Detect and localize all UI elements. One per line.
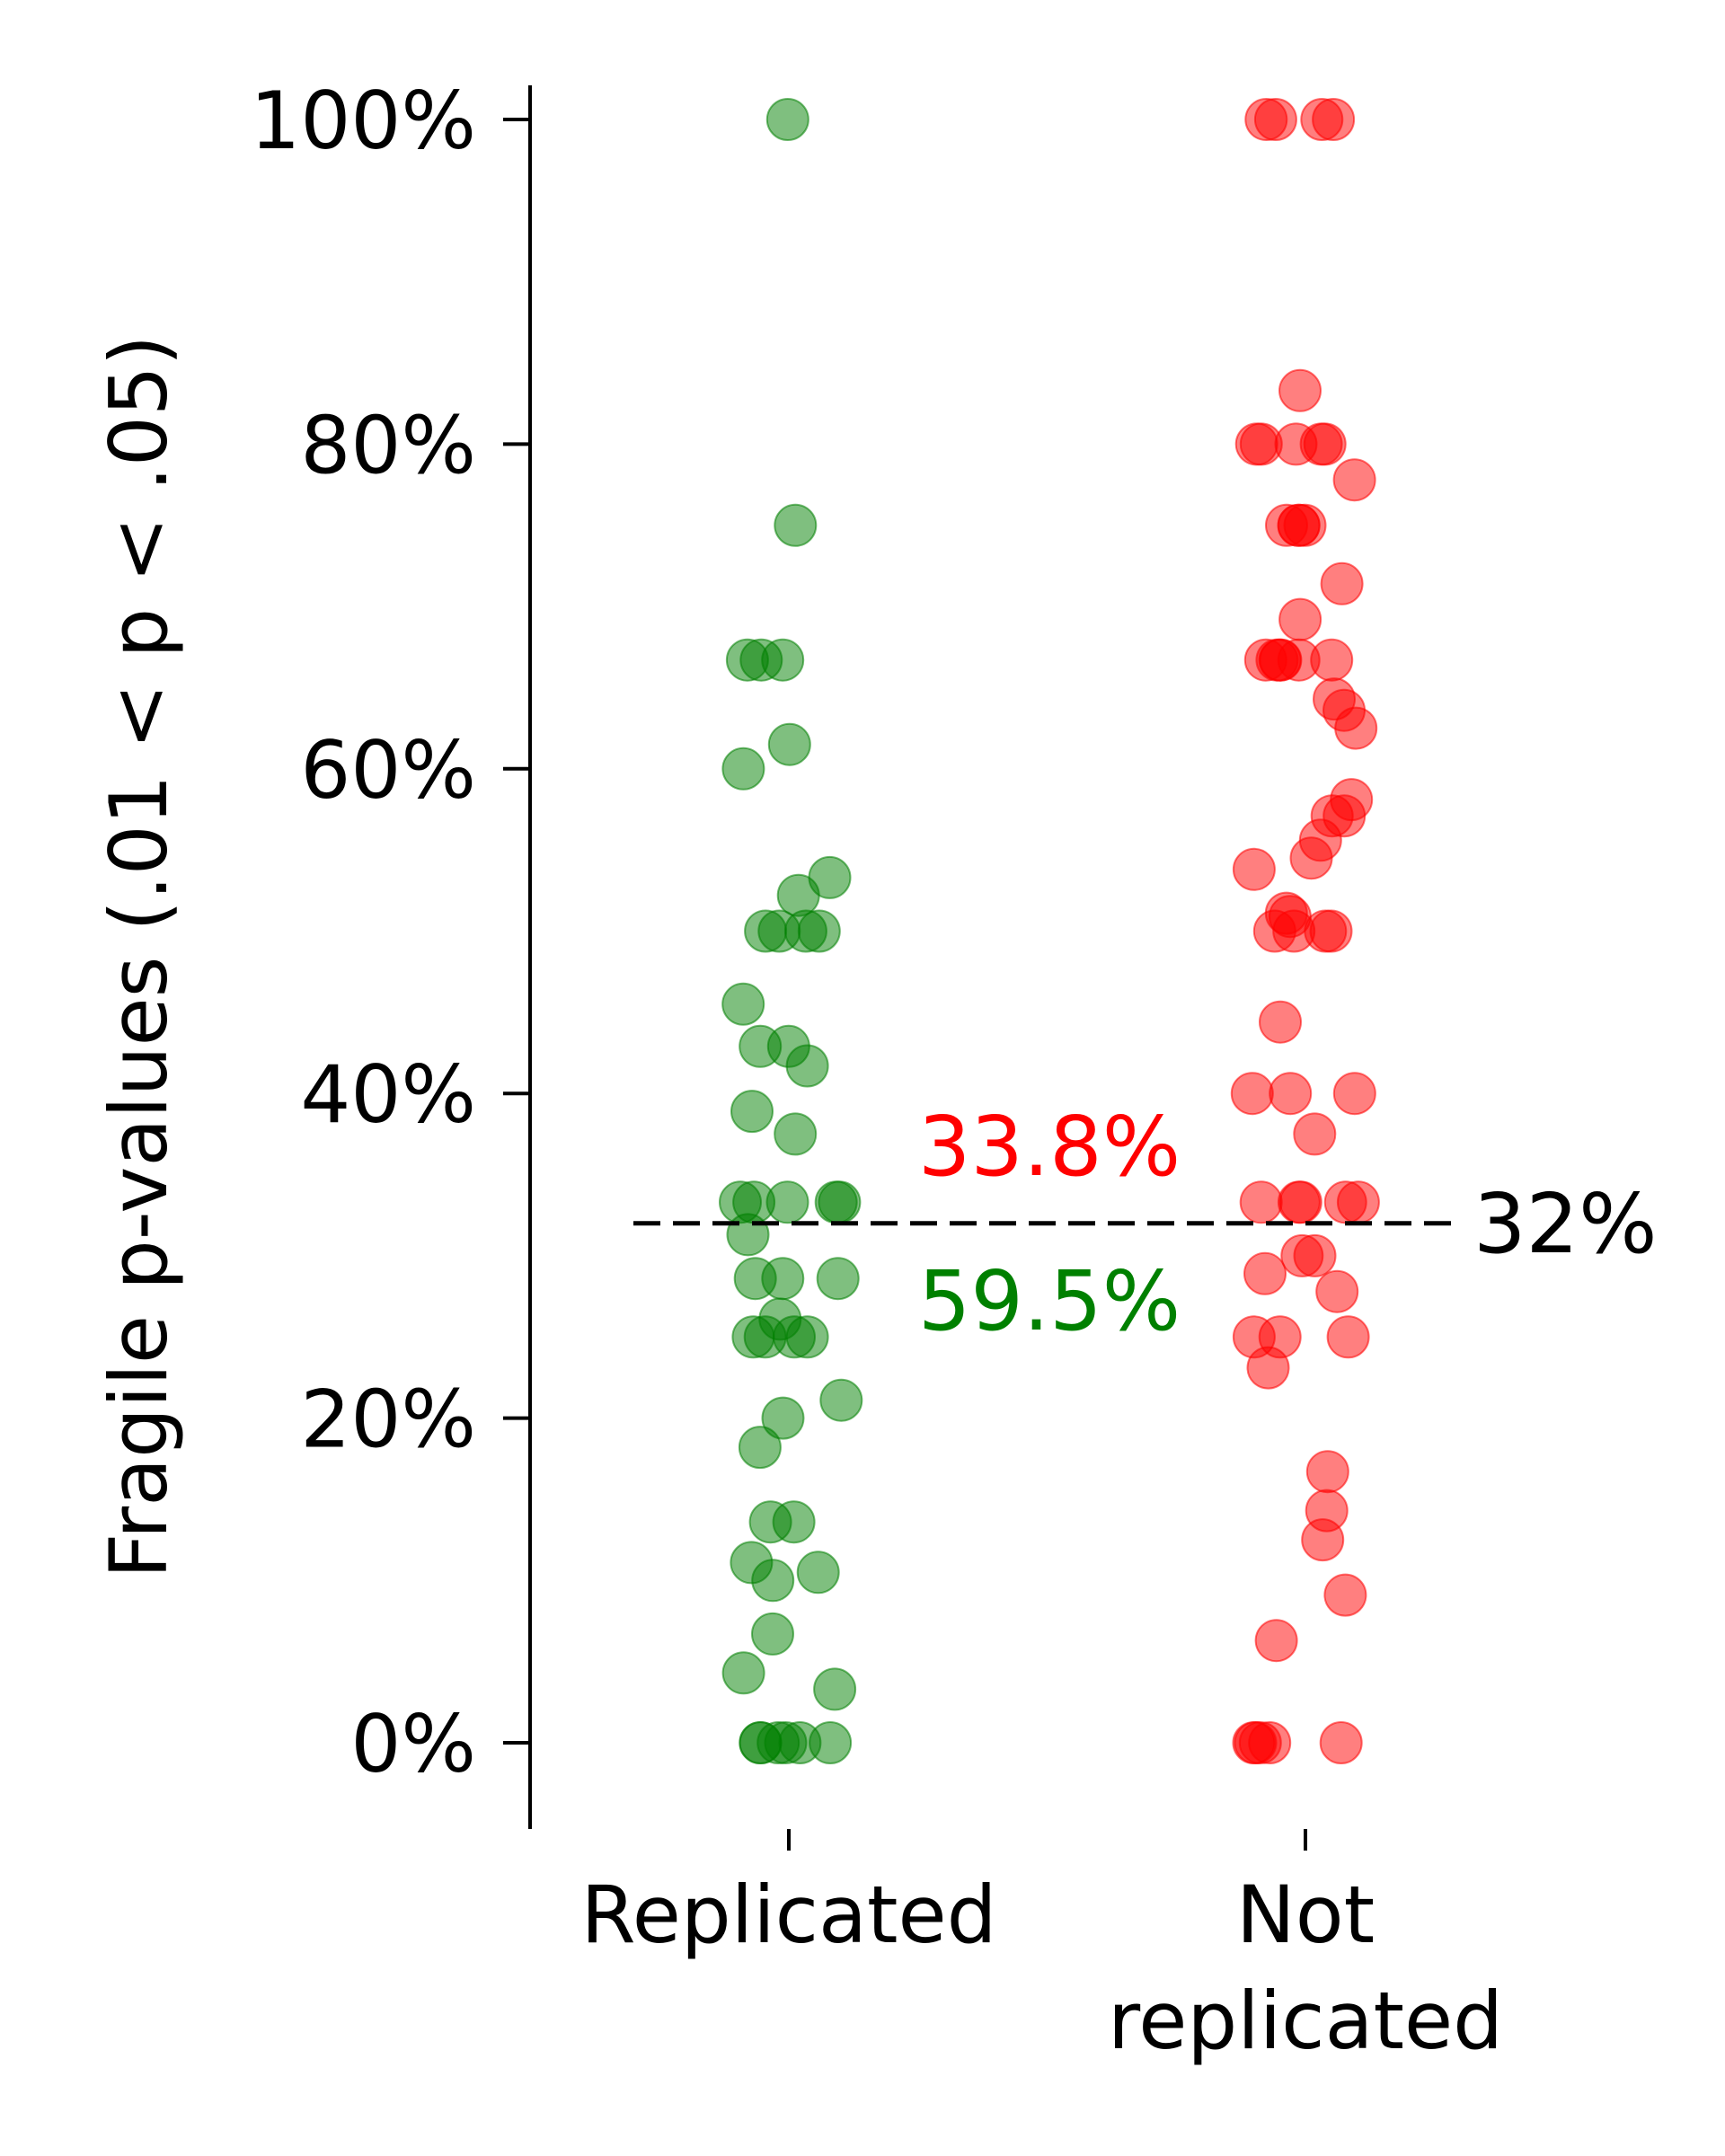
point-not-replicated <box>1299 422 1343 466</box>
point-replicated <box>751 1559 795 1603</box>
point-replicated <box>761 1396 805 1440</box>
point-not-replicated <box>1320 561 1364 605</box>
y-tick-label: 0% <box>350 1698 476 1790</box>
point-replicated <box>756 1721 801 1764</box>
point-replicated <box>796 1551 840 1595</box>
point-not-replicated <box>1309 909 1353 953</box>
point-not-replicated <box>1278 597 1322 641</box>
point-not-replicated <box>1315 1269 1359 1313</box>
point-not-replicated <box>1278 368 1322 412</box>
y-tick-label: 60% <box>300 724 476 817</box>
point-replicated <box>818 1180 862 1224</box>
point-not-replicated <box>1332 1072 1376 1116</box>
point-not-replicated <box>1301 1518 1345 1562</box>
point-not-replicated <box>1259 1000 1302 1044</box>
point-not-replicated <box>1232 1721 1276 1764</box>
point-not-replicated <box>1259 638 1303 682</box>
point-replicated <box>721 982 765 1026</box>
point-not-replicated <box>1277 503 1321 547</box>
point-not-replicated <box>1305 1450 1349 1494</box>
data-points <box>719 98 1380 1764</box>
point-replicated <box>733 1257 777 1301</box>
x-tick-label: Not replicated <box>1108 1869 1503 2067</box>
point-not-replicated <box>1300 98 1344 141</box>
x-tick-label: Replicated <box>581 1869 997 1961</box>
point-not-replicated <box>1269 1072 1313 1116</box>
point-not-replicated <box>1234 422 1278 466</box>
point-not-replicated <box>1230 1072 1274 1116</box>
point-replicated <box>721 1651 765 1695</box>
point-not-replicated <box>1334 706 1378 750</box>
point-not-replicated <box>1243 1251 1287 1295</box>
point-replicated <box>761 638 805 682</box>
point-not-replicated <box>1310 638 1354 682</box>
x-ticks: Replicated Not replicated <box>581 1829 1503 2067</box>
point-replicated <box>731 1315 775 1359</box>
annotation-replicated-rate: 59.5% <box>918 1253 1181 1349</box>
point-not-replicated <box>1323 1180 1367 1224</box>
y-tick-label: 40% <box>300 1048 476 1141</box>
point-replicated <box>738 1426 782 1470</box>
point-not-replicated <box>1319 1721 1363 1764</box>
reference-line-group: 32% <box>633 1176 1657 1272</box>
annotation-not-replicated-rate: 33.8% <box>918 1099 1181 1195</box>
point-not-replicated <box>1289 836 1333 880</box>
point-replicated <box>783 909 827 953</box>
point-not-replicated <box>1246 1346 1290 1390</box>
point-replicated <box>739 1024 783 1068</box>
point-replicated <box>776 873 820 917</box>
point-not-replicated <box>1239 1180 1283 1224</box>
point-not-replicated <box>1280 1233 1324 1277</box>
point-not-replicated <box>1232 847 1276 891</box>
point-replicated <box>816 1257 860 1301</box>
y-axis: 0% 20% 40% 60% 80% 100% <box>250 75 532 1829</box>
point-not-replicated <box>1323 1573 1367 1617</box>
point-replicated <box>819 1378 863 1422</box>
point-replicated <box>774 503 818 547</box>
point-replicated <box>726 1213 770 1257</box>
point-replicated <box>774 1112 818 1156</box>
point-replicated <box>785 1044 829 1088</box>
y-ticks: 0% 20% 40% 60% 80% 100% <box>250 75 530 1790</box>
point-replicated <box>813 1667 857 1711</box>
y-axis-title: Fragile p-values (.01 < p < .05) <box>93 335 185 1578</box>
point-replicated <box>785 1315 829 1359</box>
point-not-replicated <box>1293 1112 1337 1156</box>
point-replicated <box>744 909 788 953</box>
point-replicated <box>748 1500 792 1544</box>
point-replicated <box>730 1090 774 1134</box>
reference-line-label: 32% <box>1473 1176 1657 1272</box>
point-not-replicated <box>1332 458 1376 502</box>
point-not-replicated <box>1326 1315 1370 1359</box>
point-not-replicated <box>1253 98 1297 141</box>
point-not-replicated <box>1254 1619 1298 1663</box>
point-replicated <box>751 1612 794 1656</box>
point-replicated <box>767 722 811 766</box>
y-tick-label: 80% <box>300 399 476 491</box>
point-replicated <box>765 98 809 141</box>
point-replicated <box>721 747 765 791</box>
y-tick-label: 20% <box>300 1374 476 1466</box>
point-not-replicated <box>1278 1180 1322 1224</box>
y-tick-label: 100% <box>250 75 476 167</box>
